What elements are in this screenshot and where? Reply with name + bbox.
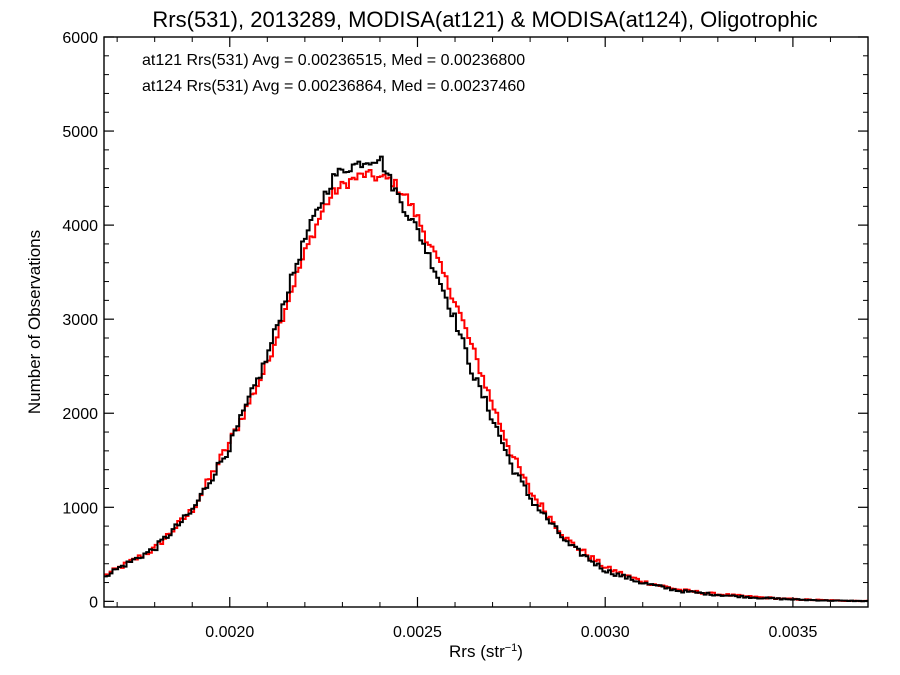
x-tick-label: 0.0035 — [768, 624, 817, 641]
x-tick-label: 0.0030 — [581, 624, 630, 641]
chart-title: Rrs(531), 2013289, MODISA(at121) & MODIS… — [152, 7, 817, 32]
y-tick-label: 3000 — [62, 312, 98, 329]
y-tick-label: 1000 — [62, 500, 98, 517]
x-axis-label: Rrs (str−1) — [449, 642, 523, 661]
y-tick-label: 6000 — [62, 30, 98, 47]
plot-frame — [103, 36, 869, 608]
x-axis-label-superscript: −1 — [505, 642, 518, 654]
legend-entry-at124: at124 Rrs(531) Avg = 0.00236864, Med = 0… — [142, 78, 525, 95]
y-tick-label: 4000 — [62, 218, 98, 235]
y-axis-label: Number of Observations — [25, 230, 44, 414]
series-at121-line — [104, 155, 869, 603]
legend-entry-at121: at121 Rrs(531) Avg = 0.00236515, Med = 0… — [142, 52, 525, 69]
y-tick-label: 0 — [89, 594, 98, 611]
legend: at121 Rrs(531) Avg = 0.00236515, Med = 0… — [142, 52, 525, 95]
axis-ticks: 0.0020 0.0025 0.0030 0.0035 0 1000 2000 3000 400… — [62, 30, 869, 641]
series-at124-line — [104, 169, 869, 603]
x-axis-label-main: Rrs (str — [449, 642, 505, 661]
y-tick-label: 5000 — [62, 124, 98, 141]
x-tick-label: 0.0025 — [393, 624, 442, 641]
y-tick-label: 2000 — [62, 406, 98, 423]
x-tick-label: 0.0020 — [205, 624, 254, 641]
series-layer — [104, 155, 869, 603]
x-axis-label-close: ) — [517, 642, 523, 661]
